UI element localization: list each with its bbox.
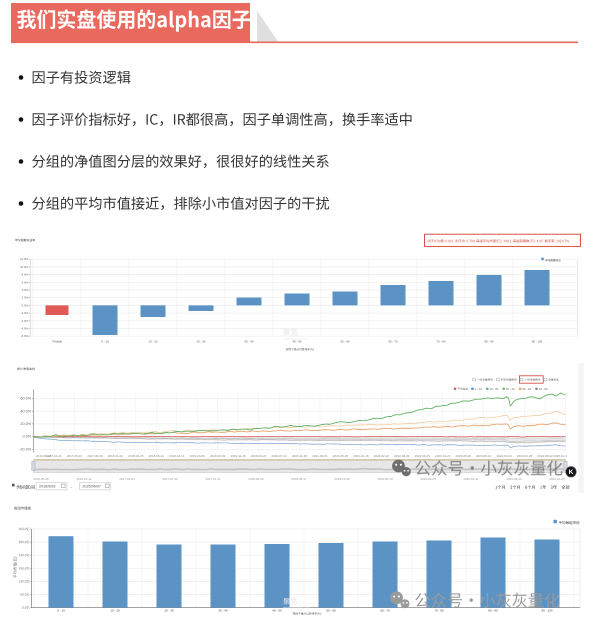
svg-text:12.0%: 12.0% xyxy=(20,257,28,261)
svg-text:10 - 20: 10 - 20 xyxy=(149,340,158,344)
svg-text:2018-01-02: 2018-01-02 xyxy=(108,454,124,458)
svg-text:2018-12-14: 2018-12-14 xyxy=(169,454,185,458)
svg-text:2020-07-13: 2020-07-13 xyxy=(271,454,287,458)
svg-text:8.0%: 8.0% xyxy=(22,273,29,277)
svg-text:2018-04-28: 2018-04-28 xyxy=(128,454,144,458)
svg-text:20 - 30: 20 - 30 xyxy=(506,387,515,391)
svg-text:40 - 50: 40 - 50 xyxy=(293,340,302,344)
svg-text:2020-01-31: 2020-01-31 xyxy=(463,477,479,481)
svg-text:60 - 70: 60 - 70 xyxy=(389,340,398,344)
svg-text:2025-01-3: 2025-01-3 xyxy=(553,454,567,458)
svg-text:40 - 50: 40 - 50 xyxy=(539,387,548,391)
svg-text:2017-11-21: 2017-11-21 xyxy=(205,477,220,481)
svg-text:40 - 50: 40 - 50 xyxy=(272,609,282,613)
svg-text:2024-04-28: 2024-04-28 xyxy=(517,454,533,458)
svg-text:2.0%: 2.0% xyxy=(22,296,29,300)
svg-text:2016-10-12: 2016-10-12 xyxy=(76,477,92,481)
svg-text:2017-05-16: 2017-05-16 xyxy=(67,454,83,458)
svg-text:2021-10-18: 2021-10-18 xyxy=(353,454,369,458)
svg-text:-: - xyxy=(71,485,73,490)
svg-text:0.0%: 0.0% xyxy=(23,435,32,439)
svg-text:6.0%: 6.0% xyxy=(22,280,29,284)
svg-text:2022-09-29: 2022-09-29 xyxy=(415,454,431,458)
svg-text:90 - 100: 90 - 100 xyxy=(532,340,543,344)
svg-text:-8.0%: -8.0% xyxy=(21,334,29,338)
svg-text:90 - 100: 90 - 100 xyxy=(541,609,552,613)
svg-text:80 - 90: 80 - 90 xyxy=(488,609,498,613)
svg-text:2016-05-28: 2016-05-28 xyxy=(33,477,49,481)
svg-text:0 - 10: 0 - 10 xyxy=(57,609,65,613)
svg-text:2021-06-25: 2021-06-25 xyxy=(333,454,349,458)
svg-text:www.joinquant.com: www.joinquant.com xyxy=(284,605,310,609)
svg-text:-4.0%: -4.0% xyxy=(21,319,29,323)
svg-text:2019-09-20: 2019-09-20 xyxy=(420,477,436,481)
svg-text:20 - 30: 20 - 30 xyxy=(164,609,174,613)
svg-text:2018-08-17: 2018-08-17 xyxy=(291,477,307,481)
svg-text:2020-11-06: 2020-11-06 xyxy=(292,454,307,458)
svg-text:2017-09-09: 2017-09-09 xyxy=(87,454,103,458)
svg-text:50 - 60: 50 - 60 xyxy=(341,340,350,344)
svg-text:2023-09-10: 2023-09-10 xyxy=(476,454,492,458)
svg-text:40.0%: 40.0% xyxy=(20,409,31,413)
svg-text:2020-10-23: 2020-10-23 xyxy=(549,477,565,481)
svg-text:2020-03-20: 2020-03-20 xyxy=(251,454,267,458)
svg-text:60.0%: 60.0% xyxy=(20,397,31,401)
svg-text:2017-07-30: 2017-07-30 xyxy=(162,477,178,481)
svg-text:2023-01-23: 2023-01-23 xyxy=(435,454,451,458)
svg-text:60 - 70: 60 - 70 xyxy=(380,609,390,613)
svg-text:2024-01-04: 2024-01-04 xyxy=(496,454,512,458)
svg-text:-6.0%: -6.0% xyxy=(21,327,29,331)
svg-text:2017-03-24: 2017-03-24 xyxy=(119,477,135,481)
svg-text:70 - 80: 70 - 80 xyxy=(437,340,446,344)
svg-text:2023-05-18: 2023-05-18 xyxy=(456,454,472,458)
svg-text:10 - 20: 10 - 20 xyxy=(490,387,499,391)
svg-text:10.0%: 10.0% xyxy=(20,265,28,269)
svg-text:2019-04-09: 2019-04-09 xyxy=(190,454,206,458)
svg-text:2016/9/28: 2016/9/28 xyxy=(39,485,55,489)
svg-text:30 - 40: 30 - 40 xyxy=(522,387,531,391)
svg-text:10 - 20: 10 - 20 xyxy=(110,609,120,613)
svg-text:80 - 90: 80 - 90 xyxy=(485,340,494,344)
svg-text:2025/09/07: 2025/09/07 xyxy=(83,485,101,489)
svg-text:0 - 10: 0 - 10 xyxy=(475,387,483,391)
svg-text:30 - 40: 30 - 40 xyxy=(218,609,228,613)
svg-text:2022-02-10: 2022-02-10 xyxy=(374,454,390,458)
svg-text:2018-08-21: 2018-08-21 xyxy=(149,454,165,458)
svg-text:-20.0%: -20.0% xyxy=(19,447,32,451)
svg-text:2019-05-10: 2019-05-10 xyxy=(377,477,393,481)
svg-text:2022-06-06: 2022-06-06 xyxy=(394,454,410,458)
svg-text:2016-09-28: 2016-09-28 xyxy=(36,454,52,458)
svg-text:20 - 30: 20 - 30 xyxy=(197,340,206,344)
svg-text:www.joinquant.com: www.joinquant.com xyxy=(284,336,310,340)
svg-text:2020-06-12: 2020-06-12 xyxy=(506,477,522,481)
svg-text:20.0%: 20.0% xyxy=(20,422,31,426)
svg-text:0.0%: 0.0% xyxy=(22,303,29,307)
svg-text:50 - 60: 50 - 60 xyxy=(326,609,336,613)
svg-text:2017-01-21: 2017-01-21 xyxy=(46,454,62,458)
svg-text:K: K xyxy=(569,469,574,476)
svg-text:2018-04-06: 2018-04-06 xyxy=(248,477,264,481)
svg-text:2018-12-28: 2018-12-28 xyxy=(334,477,350,481)
svg-text:2019-08-02: 2019-08-02 xyxy=(210,454,226,458)
svg-text:0 - 10: 0 - 10 xyxy=(101,340,109,344)
svg-text:70 - 80: 70 - 80 xyxy=(434,609,444,613)
svg-text:2024-08-22: 2024-08-22 xyxy=(537,454,553,458)
svg-text:30 - 40: 30 - 40 xyxy=(245,340,254,344)
svg-text:2021-03-01: 2021-03-01 xyxy=(312,454,328,458)
svg-text:2019-11-26: 2019-11-26 xyxy=(231,454,246,458)
svg-text:-2.0%: -2.0% xyxy=(21,311,29,315)
svg-text:4.0%: 4.0% xyxy=(22,288,29,292)
